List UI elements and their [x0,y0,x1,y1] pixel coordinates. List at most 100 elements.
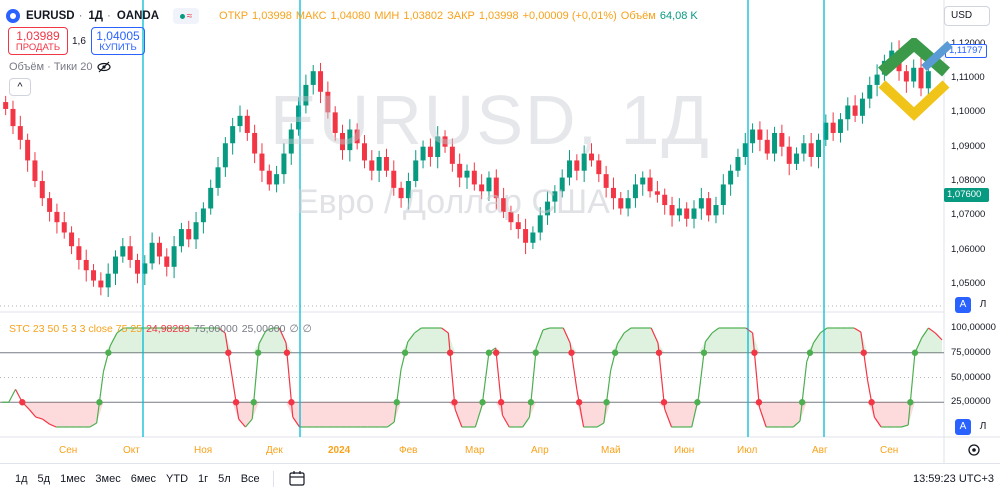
stc-line-segment [116,327,125,334]
time-tick-label: Мар [465,445,485,456]
stc-tick-label: 75,00000 [951,346,991,358]
stc-cross-dot [660,399,668,406]
candle [713,205,719,216]
stc-cross-dot [96,399,103,406]
tf-ytd[interactable]: YTD [166,473,189,485]
tf-5d[interactable]: 5д [37,473,51,485]
close-label: ЗАКР [447,10,475,22]
candle [61,222,67,233]
stc-extra2: ∅ [302,323,312,335]
candle [596,160,602,175]
candle [669,205,675,216]
candle [296,105,302,130]
stc-cross-dot [603,399,610,406]
tf-6m[interactable]: 6мес [130,473,157,485]
stc-line-segment [752,332,761,408]
open-value: 1,03998 [252,10,292,22]
stc-line-segment [96,371,105,424]
stc-line-segment [35,416,43,420]
candle [156,242,162,257]
stc-line-segment [576,389,585,428]
stc-line-segment [616,332,625,345]
stc-line-segment [42,418,50,425]
candle [405,181,411,199]
candle [186,229,192,240]
stc-upper: 75,00000 [193,323,238,335]
candle [54,211,60,223]
stc-cross-dot [700,349,708,356]
stc-name: STC 23 50 5 3 3 close 75 25 [9,323,143,335]
candle [281,153,287,175]
symbol-name[interactable]: EURUSD [26,10,75,22]
time-tick-label: Сен [59,445,78,456]
candle [779,132,785,147]
candle [911,67,917,82]
bottom-toolbar: 1д 5д 1мес 3мес 6мес YTD 1г 5л Все 13:59… [0,463,1000,494]
stc-line-segment [258,330,267,345]
stc-legend[interactable]: STC 23 50 5 3 3 close 75 25 24,98283 75,… [9,323,312,335]
candle [684,208,690,219]
stc-line-segment [704,332,713,343]
candle [325,91,331,113]
market-status-chip[interactable]: ≈ [173,8,200,24]
clock-readout[interactable]: 13:59:23 UTC+3 [912,473,994,485]
candle [794,153,800,164]
candle [508,211,514,223]
stc-cross-dot [485,349,493,356]
price-tick-label: 1,12000 [951,38,985,49]
symbol-watermark: EURUSD, 1Д [270,81,711,159]
stc-tick-label: 50,00000 [951,371,991,383]
tf-5y[interactable]: 5л [218,473,231,485]
stc-cross-dot [751,349,758,356]
candle [391,170,397,188]
price-tick-label: 1,08000 [951,175,986,186]
candle [259,153,265,171]
stc-line-segment [928,327,936,334]
candle [837,119,843,133]
separator-dot: · [78,10,83,22]
tf-1d[interactable]: 1д [15,473,28,485]
tf-1y[interactable]: 1г [198,473,209,485]
candle [237,115,243,127]
candle [369,160,375,171]
interval-label[interactable]: 1Д [88,10,103,22]
time-tick-label: 2024 [328,445,351,456]
sell-button[interactable]: 1,03989 ПРОДАТЬ [8,27,68,55]
candle [852,105,858,116]
stc-auto-scale-button[interactable]: A [955,419,971,435]
stc-log-scale-button[interactable]: Л [979,421,987,432]
price-tick-label: 1,11000 [951,72,985,84]
auto-scale-button[interactable]: A [955,297,971,313]
date-range-icon[interactable] [286,470,308,488]
price-tick-label: 1,05000 [951,277,986,289]
candle [383,156,389,171]
stc-cross-dot [868,399,875,406]
volume-indicator-legend[interactable]: Объём · Тики 20 [9,61,112,73]
collapse-legend-button[interactable]: ^ [9,78,31,96]
stc-line-segment [610,343,618,371]
candle [574,160,580,171]
broker-label[interactable]: OANDA [116,10,160,22]
stc-line-segment [623,327,632,334]
candle [25,139,31,161]
currency-button[interactable]: USD [944,6,990,26]
log-scale-button[interactable]: Л [979,299,987,310]
buy-button[interactable]: 1,04005 КУПИТЬ [91,27,145,55]
candle [310,71,316,85]
eye-off-icon[interactable] [97,61,112,73]
candle [457,163,463,178]
tf-all[interactable]: Все [240,473,260,485]
candle [193,222,199,240]
tf-1m[interactable]: 1мес [60,473,86,485]
settings-gear-icon[interactable] [964,443,984,459]
stc-line-segment [596,422,605,428]
price-tick-label: 1,10000 [951,106,986,118]
stc-cross-dot [401,349,409,356]
stc-cross-dot [479,399,486,406]
candle [530,232,536,243]
change-value: +0,00009 (+0,01%) [522,10,617,22]
separator-dot-2: · [107,10,111,22]
tf-3m[interactable]: 3мес [95,473,121,485]
candle [288,129,294,154]
